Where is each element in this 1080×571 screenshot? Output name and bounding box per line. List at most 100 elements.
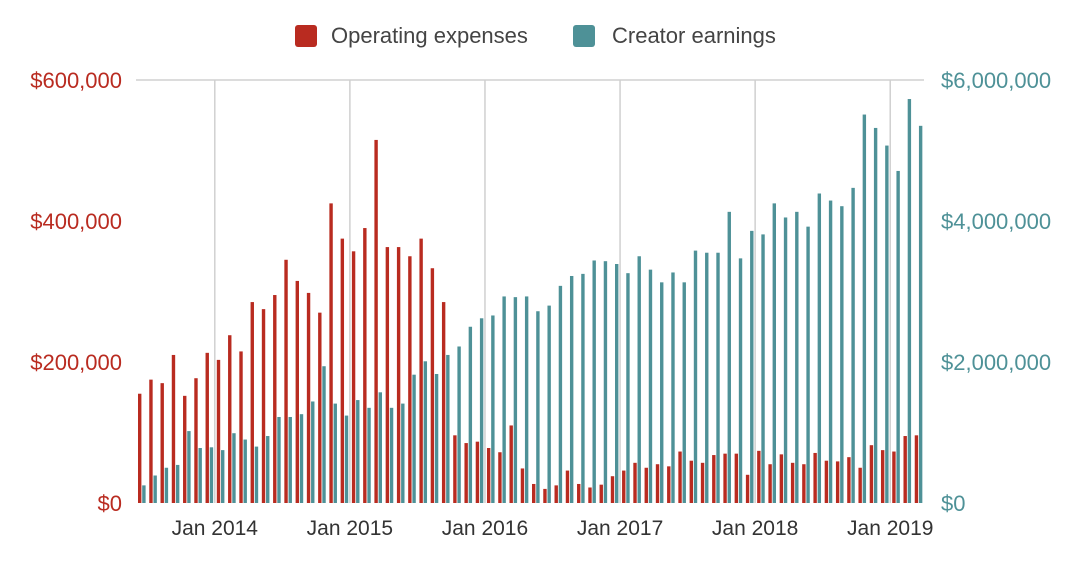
bar-operating-expenses [295, 280, 299, 503]
bar-creator-earnings [536, 311, 540, 503]
bar-operating-expenses [914, 435, 919, 503]
bar-creator-earnings [783, 217, 788, 503]
bar-creator-earnings [761, 234, 765, 503]
legend-label-creator-earnings: Creator earnings [612, 23, 776, 48]
bar-operating-expenses [149, 379, 153, 503]
bar-creator-earnings [434, 373, 439, 503]
bar-creator-earnings [671, 272, 675, 503]
bar-operating-expenses [847, 457, 851, 503]
bar-operating-expenses [396, 247, 401, 503]
bar-operating-expenses [813, 452, 817, 503]
bar-operating-expenses [892, 451, 896, 503]
bar-creator-earnings [581, 273, 585, 503]
bar-creator-earnings [468, 326, 473, 503]
bar-creator-earnings [896, 170, 900, 503]
bar-creator-earnings [705, 252, 709, 503]
x-tick-label: Jan 2019 [847, 517, 933, 540]
bar-creator-earnings [772, 203, 776, 503]
bar-operating-expenses [318, 312, 322, 503]
bar-creator-earnings [513, 297, 518, 503]
bar-creator-earnings [457, 346, 461, 503]
bar-operating-expenses [261, 309, 266, 503]
y-right-tick-label: $2,000,000 [941, 350, 1051, 375]
bar-creator-earnings [738, 258, 743, 503]
bar-operating-expenses [430, 268, 435, 503]
bar-creator-earnings [626, 273, 630, 503]
x-tick-label: Jan 2017 [577, 517, 663, 540]
bar-operating-expenses [543, 488, 547, 503]
bar-creator-earnings [862, 114, 867, 504]
bar-operating-expenses [475, 441, 480, 503]
bar-operating-expenses [374, 139, 378, 504]
bar-operating-expenses [160, 383, 164, 503]
operating-expenses-series [138, 139, 919, 504]
bar-creator-earnings [221, 450, 225, 503]
bar-operating-expenses [419, 238, 423, 503]
bar-creator-earnings [615, 264, 619, 503]
bar-creator-earnings [209, 447, 214, 503]
x-tick-label: Jan 2018 [712, 517, 798, 540]
x-tick-label: Jan 2016 [442, 517, 528, 540]
bar-operating-expenses [453, 435, 457, 503]
bar-creator-earnings [682, 282, 686, 503]
bar-operating-expenses [599, 484, 603, 503]
bar-operating-expenses [712, 455, 716, 503]
bar-operating-expenses [363, 228, 367, 504]
bar-operating-expenses [385, 247, 390, 503]
bar-creator-earnings [840, 206, 844, 503]
bar-operating-expenses [340, 238, 345, 503]
bar-creator-earnings [389, 407, 394, 503]
bar-operating-expenses [284, 259, 288, 503]
bar-operating-expenses [869, 445, 874, 503]
bar-operating-expenses [779, 454, 784, 503]
bar-creator-earnings [873, 127, 878, 503]
bar-creator-earnings [198, 448, 202, 503]
bar-operating-expenses [802, 464, 806, 503]
y-right-tick-label: $6,000,000 [941, 68, 1051, 93]
grid [136, 79, 924, 503]
bar-operating-expenses [565, 470, 570, 503]
bar-creator-earnings [727, 211, 731, 503]
bar-operating-expenses [486, 448, 491, 503]
bar-operating-expenses [768, 464, 772, 503]
bar-operating-expenses [655, 464, 660, 503]
bar-operating-expenses [194, 378, 198, 503]
bar-operating-expenses [644, 467, 648, 503]
legend: Operating expenses Creator earnings [295, 23, 776, 48]
bar-operating-expenses [723, 453, 727, 503]
bar-operating-expenses [757, 450, 761, 503]
legend-label-operating-expenses: Operating expenses [331, 23, 528, 48]
bar-operating-expenses [306, 292, 311, 503]
legend-swatch-creator-earnings [573, 25, 595, 47]
bar-creator-earnings [277, 416, 281, 503]
bar-creator-earnings [502, 296, 506, 503]
bar-operating-expenses [273, 295, 277, 503]
bar-creator-earnings [153, 475, 157, 503]
bar-creator-earnings [344, 415, 349, 503]
bar-operating-expenses [554, 485, 558, 503]
bar-creator-earnings [603, 261, 608, 503]
bar-creator-earnings [187, 431, 191, 503]
bar-operating-expenses [464, 443, 468, 503]
bar-operating-expenses [689, 460, 693, 503]
bar-creator-earnings [750, 230, 754, 503]
bar-operating-expenses [228, 335, 232, 503]
bar-operating-expenses [734, 453, 739, 503]
bar-creator-earnings [524, 296, 529, 503]
bar-creator-earnings [412, 374, 416, 503]
bar-creator-earnings [660, 282, 664, 503]
bar-operating-expenses [678, 451, 682, 503]
bar-creator-earnings [648, 269, 653, 503]
bar-operating-expenses [835, 461, 840, 503]
bar-creator-earnings [907, 99, 912, 503]
bar-creator-earnings [716, 252, 720, 503]
bar-creator-earnings [637, 256, 641, 503]
y-left-tick-label: $200,000 [30, 350, 122, 375]
bar-operating-expenses [216, 359, 221, 503]
bar-creator-earnings [851, 187, 855, 504]
bar-operating-expenses [610, 476, 615, 503]
bar-operating-expenses [183, 395, 187, 503]
bar-creator-earnings [232, 433, 236, 503]
y-left-tick-label: $400,000 [30, 209, 122, 234]
